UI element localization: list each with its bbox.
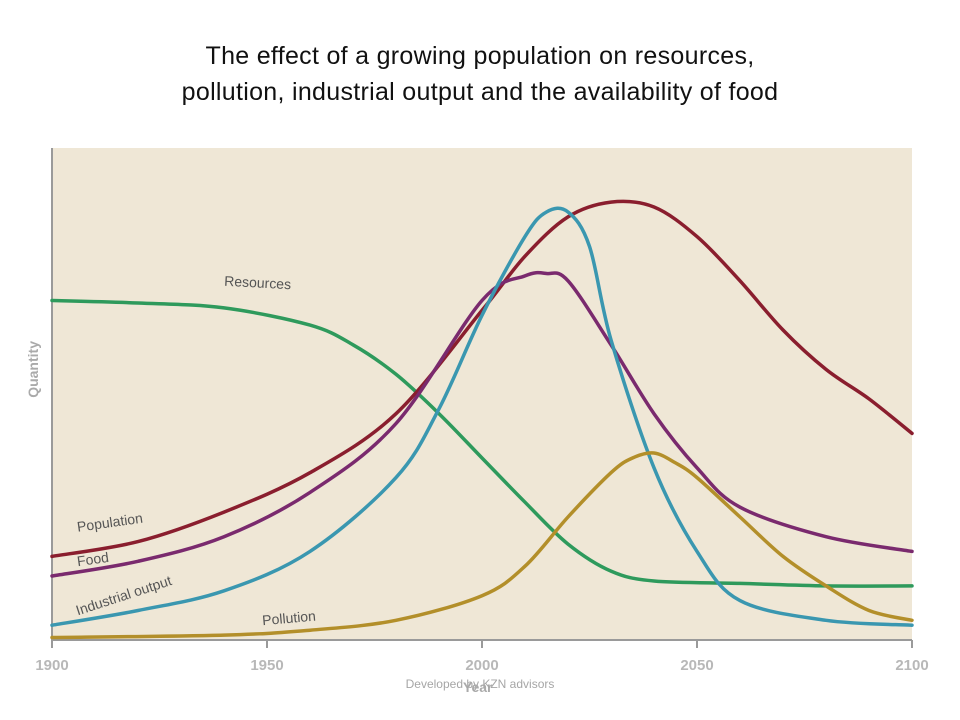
x-tick-label: 2050 <box>680 657 713 674</box>
series-line-industrial-output <box>50 206 914 627</box>
series-lines <box>50 199 914 640</box>
series-line-pollution <box>50 451 914 640</box>
series-line-food <box>50 270 914 578</box>
slide-title-line-1: The effect of a growing population on re… <box>205 42 755 70</box>
series-label-pollution: Pollution <box>262 608 317 629</box>
slide-title: The effect of a growing population on re… <box>30 38 930 110</box>
y-axis-label: Quantity <box>25 341 41 398</box>
x-tick-label: 2100 <box>895 657 928 674</box>
x-axis-label: Year <box>463 679 493 695</box>
x-ticks: 1900 1950 2000 2050 2100 <box>35 640 929 674</box>
x-tick-label: 1950 <box>250 657 283 674</box>
series-label-food: Food <box>76 549 110 569</box>
series-line-population <box>50 199 914 559</box>
x-tick-label: 2000 <box>465 657 498 674</box>
plot-area <box>52 148 912 640</box>
series-line-resources <box>50 298 914 588</box>
slide-title-line-2: pollution, industrial output and the ava… <box>181 78 779 106</box>
x-tick-label: 1900 <box>35 657 68 674</box>
credit-footer: Developed by KZN advisors <box>405 677 555 691</box>
series-label-resources: Resources <box>224 273 292 292</box>
